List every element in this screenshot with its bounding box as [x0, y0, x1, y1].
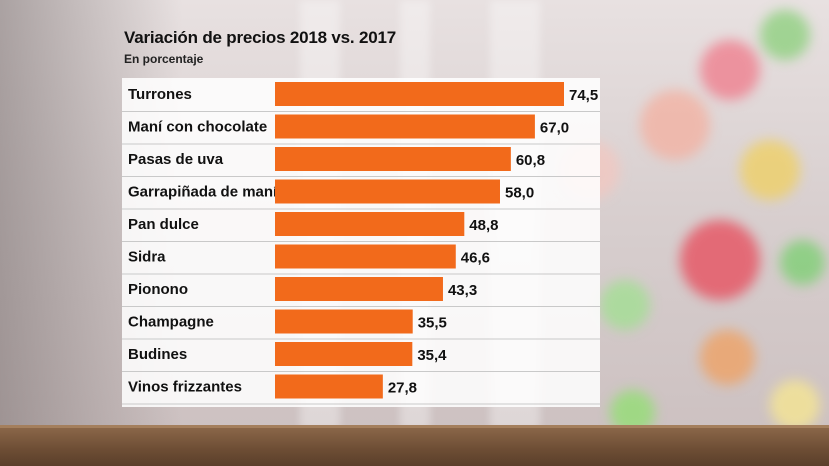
value-label: 67,0 [540, 120, 569, 137]
wooden-table [0, 425, 829, 466]
bar [275, 244, 456, 269]
value-label: 35,5 [418, 315, 447, 332]
value-label: 43,3 [448, 282, 477, 299]
bar [275, 277, 443, 301]
value-label: 46,6 [461, 250, 490, 267]
value-label: 27,8 [388, 380, 417, 397]
bar [275, 212, 465, 236]
bar [275, 114, 535, 139]
category-label: Vinos frizzantes [128, 379, 242, 396]
bar [275, 309, 413, 334]
bar [275, 147, 511, 171]
value-label: 58,0 [505, 185, 534, 202]
category-label: Sidra [128, 249, 166, 266]
category-label: Pionono [128, 281, 188, 298]
bar [275, 179, 500, 204]
category-label: Pan dulce [128, 216, 199, 233]
value-label: 60,8 [516, 152, 545, 169]
category-label: Champagne [128, 314, 214, 331]
category-label: Garrapiñada de maní [128, 184, 278, 201]
category-label: Pasas de uva [128, 151, 224, 168]
category-label: Budines [128, 346, 187, 363]
category-label: Maní con chocolate [128, 119, 267, 136]
category-label: Turrones [128, 86, 192, 103]
value-label: 35,4 [417, 347, 447, 364]
chart-title: Variación de precios 2018 vs. 2017 [124, 28, 396, 47]
value-label: 48,8 [469, 217, 498, 234]
bar [275, 82, 564, 106]
value-label: 74,5 [569, 87, 598, 104]
bar [275, 374, 383, 399]
bar [275, 342, 413, 366]
chart-subtitle: En porcentaje [124, 52, 204, 66]
